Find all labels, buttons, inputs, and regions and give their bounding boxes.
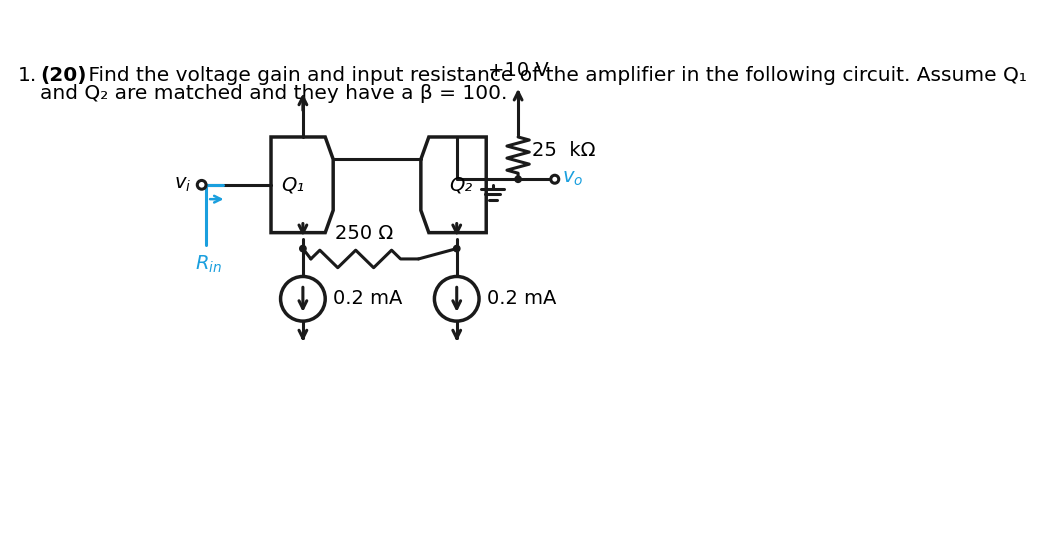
Text: 0.2 mA: 0.2 mA xyxy=(333,289,402,308)
Text: and Q₂ are matched and they have a β = 100.: and Q₂ are matched and they have a β = 1… xyxy=(40,83,507,103)
Circle shape xyxy=(454,246,460,252)
Text: +10 V: +10 V xyxy=(488,61,548,80)
Text: Q₂: Q₂ xyxy=(449,175,472,194)
Text: 1.: 1. xyxy=(18,66,37,85)
Circle shape xyxy=(197,181,206,189)
Text: $v_i$: $v_i$ xyxy=(174,176,191,194)
Circle shape xyxy=(514,176,521,182)
Circle shape xyxy=(299,246,307,252)
Text: Find the voltage gain and input resistance of the amplifier in the following cir: Find the voltage gain and input resistan… xyxy=(82,66,1027,85)
Text: $v_o$: $v_o$ xyxy=(562,170,583,188)
Text: 0.2 mA: 0.2 mA xyxy=(487,289,556,308)
Text: 250 Ω: 250 Ω xyxy=(335,224,394,243)
Text: (20): (20) xyxy=(40,66,86,85)
Text: $R_{in}$: $R_{in}$ xyxy=(195,254,223,275)
Text: Q₁: Q₁ xyxy=(281,175,304,194)
Text: 25  kΩ: 25 kΩ xyxy=(532,141,596,160)
Circle shape xyxy=(551,175,559,183)
